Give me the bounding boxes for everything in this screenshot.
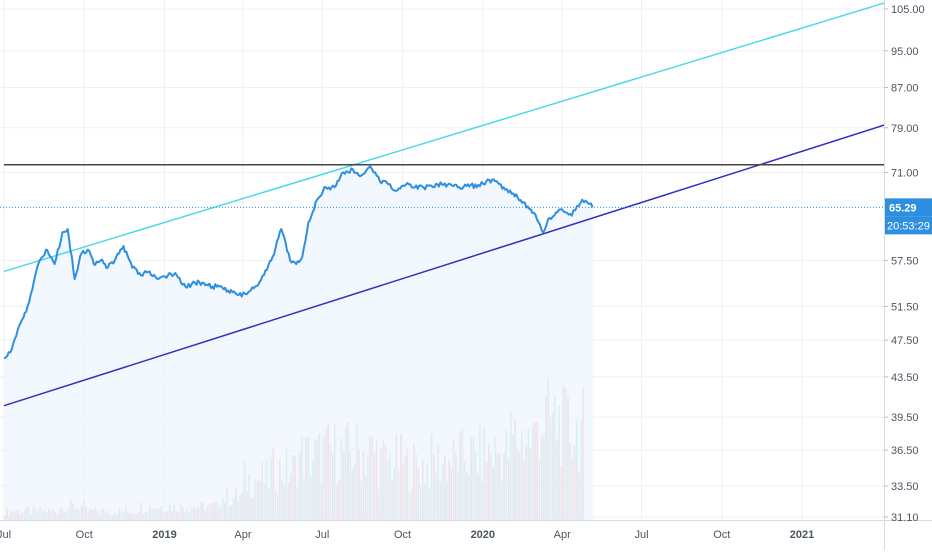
countdown-badge <box>885 216 932 235</box>
price-tick-label: 33.50 <box>891 481 919 493</box>
price-line <box>3 165 594 360</box>
time-tick-label: 2020 <box>471 529 495 541</box>
time-tick-label: 2019 <box>152 529 176 541</box>
time-tick-label: Oct <box>76 529 93 541</box>
price-tick-label: 43.50 <box>891 372 919 384</box>
price-axis-background[interactable] <box>884 0 932 550</box>
countdown-label: 20:53:29 <box>887 220 930 232</box>
current-price-label: 65.29 <box>889 202 917 214</box>
price-tick-label: 79.00 <box>891 123 919 135</box>
trendline-upper-channel[interactable] <box>3 2 885 273</box>
price-tick-label: 95.00 <box>891 46 919 58</box>
time-axis-background[interactable] <box>0 520 884 550</box>
price-tick-label: 71.00 <box>891 167 919 179</box>
price-tick-label: 51.50 <box>891 301 919 313</box>
time-tick-label: Jul <box>0 529 11 541</box>
time-tick-label: Jul <box>315 529 329 541</box>
price-tick-label: 87.00 <box>891 83 919 95</box>
price-tick-label: 36.50 <box>891 445 919 457</box>
price-tick-label: 47.50 <box>891 335 919 347</box>
time-tick-label: Jul <box>635 529 649 541</box>
time-tick-label: Apr <box>234 529 251 541</box>
price-tick-label: 105.00 <box>891 4 925 16</box>
trendline-lower-channel[interactable] <box>3 124 885 407</box>
area-layer <box>4 166 593 520</box>
price-tick-label: 31.10 <box>891 512 919 524</box>
current-price-badge <box>885 198 932 217</box>
price-layer <box>3 165 594 360</box>
time-tick-label: 2021 <box>790 529 814 541</box>
price-area-fill <box>4 166 593 520</box>
time-tick-label: Oct <box>713 529 730 541</box>
trendline-layer[interactable] <box>0 2 885 407</box>
time-tick-label: Apr <box>554 529 571 541</box>
price-tick-label: 39.50 <box>891 412 919 424</box>
time-tick-label: Oct <box>394 529 411 541</box>
price-tick-label: 57.50 <box>891 255 919 267</box>
